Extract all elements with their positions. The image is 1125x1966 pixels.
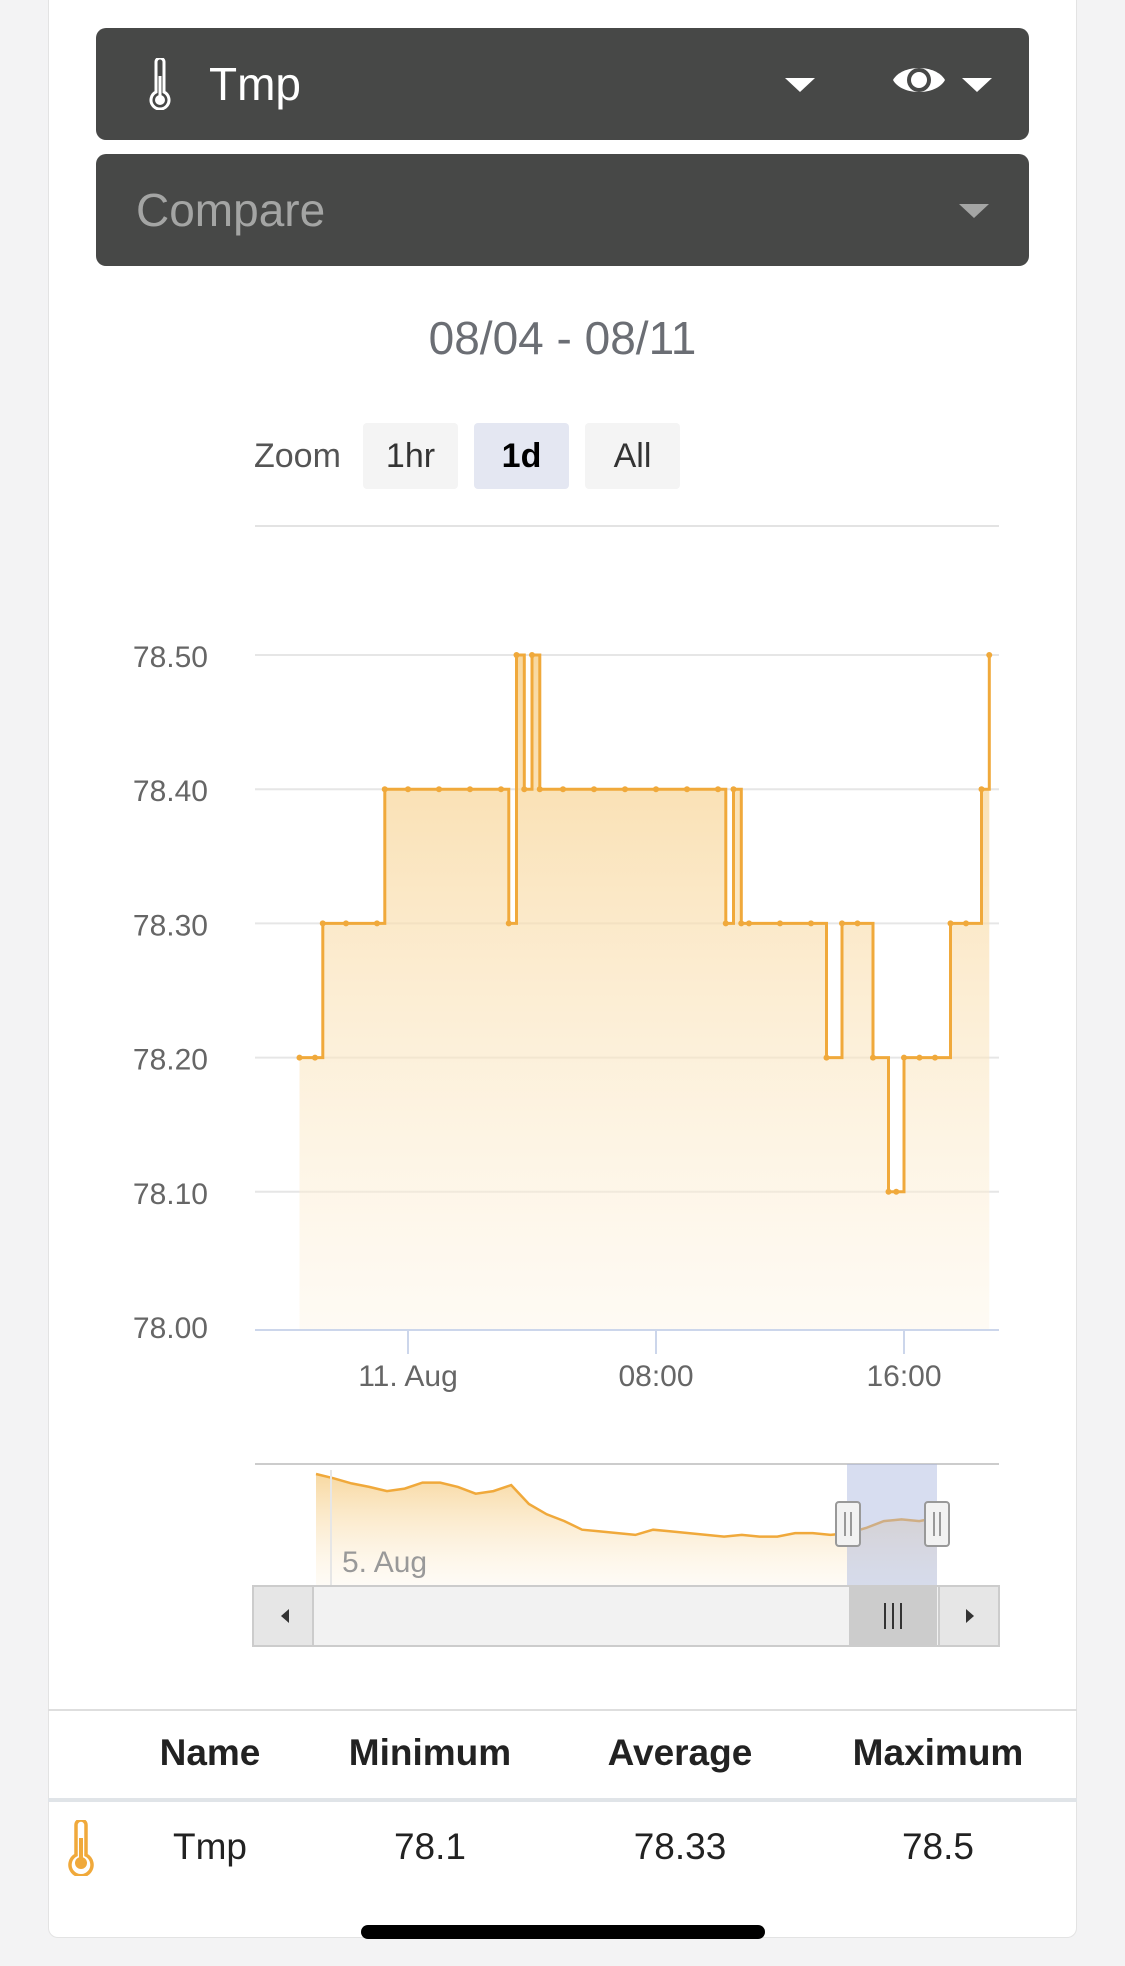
- series-area: [299, 655, 990, 1330]
- data-point: [436, 786, 442, 793]
- compare-placeholder: Compare: [136, 184, 326, 236]
- data-point: [467, 786, 473, 793]
- arrow-left-icon: [281, 1609, 289, 1623]
- row-average: 78.33: [633, 1826, 727, 1867]
- data-point: [730, 786, 737, 793]
- y-tick-label: 78.40: [133, 775, 208, 808]
- y-tick-label: 78.30: [133, 909, 208, 942]
- table-header-divider: [48, 1798, 1077, 1802]
- arrow-right-icon: [966, 1609, 974, 1623]
- x-tick-label: 08:00: [618, 1360, 693, 1393]
- data-point: [405, 786, 411, 793]
- data-point: [498, 786, 504, 793]
- data-point: [513, 652, 520, 658]
- data-point: [746, 920, 752, 927]
- data-point: [839, 920, 845, 927]
- sensor-dropdown-label: Tmp: [209, 58, 301, 110]
- data-point: [963, 920, 969, 927]
- row-maximum: 78.5: [901, 1826, 974, 1867]
- data-point: [947, 920, 954, 927]
- zoom-1d-button[interactable]: 1d: [474, 423, 569, 489]
- column-header-minimum: Minimum: [348, 1732, 512, 1773]
- data-point: [715, 786, 721, 793]
- data-point: [986, 652, 993, 658]
- eye-menu-chevron-icon[interactable]: [962, 78, 992, 92]
- data-point: [296, 1054, 303, 1061]
- column-header-average: Average: [607, 1732, 753, 1773]
- data-point: [854, 920, 861, 927]
- row-name: Tmp: [173, 1826, 247, 1867]
- navigator-date-label: 5. Aug: [342, 1546, 427, 1579]
- compare-dropdown[interactable]: Compare: [96, 154, 1029, 266]
- y-tick-label: 78.20: [133, 1044, 208, 1077]
- navigator-area: [316, 1474, 937, 1586]
- column-header-maximum: Maximum: [852, 1732, 1024, 1773]
- data-point: [808, 920, 814, 927]
- data-point: [560, 786, 566, 793]
- sensor-dropdown[interactable]: Tmp: [96, 28, 1029, 140]
- chevron-down-icon: [785, 78, 815, 92]
- data-point: [374, 920, 380, 927]
- navigator-line: [315, 1472, 938, 1538]
- table-top-divider: [48, 1709, 1077, 1711]
- y-tick-label: 78.10: [133, 1178, 208, 1211]
- date-range-title: 08/04 - 08/11: [428, 312, 697, 364]
- data-point: [505, 920, 512, 927]
- column-header-name: Name: [159, 1732, 261, 1773]
- data-point: [684, 786, 690, 793]
- home-indicator: [361, 1925, 765, 1939]
- thermometer-icon: [149, 58, 171, 110]
- data-point: [885, 1188, 892, 1195]
- thermometer-icon: [68, 1820, 94, 1876]
- chevron-down-icon: [959, 204, 989, 218]
- data-point: [870, 1054, 876, 1061]
- data-point: [777, 920, 783, 927]
- x-tick-label: 11. Aug: [358, 1360, 458, 1393]
- series-line: [299, 653, 991, 1194]
- data-point: [932, 1054, 938, 1061]
- data-point: [823, 1054, 830, 1061]
- temperature-chart[interactable]: 78.50 78.40 78.30 78.20 78.10 78.00 11. Aug 08…: [0, 0, 1125, 1700]
- data-point: [722, 920, 729, 927]
- data-point: [536, 786, 543, 793]
- data-point: [622, 786, 628, 793]
- zoom-label: Zoom: [254, 437, 341, 475]
- data-point: [312, 1054, 318, 1061]
- navigator-right-handle[interactable]: [924, 1501, 950, 1547]
- y-tick-label: 78.00: [133, 1312, 208, 1345]
- data-point: [521, 786, 528, 793]
- row-minimum: 78.1: [393, 1826, 466, 1867]
- y-tick-label: 78.50: [133, 641, 208, 674]
- zoom-1hr-button[interactable]: 1hr: [363, 423, 458, 489]
- eye-icon[interactable]: [890, 58, 948, 102]
- zoom-all-button[interactable]: All: [585, 423, 680, 489]
- data-point: [738, 920, 745, 927]
- data-point: [916, 1054, 923, 1061]
- navigator-mask[interactable]: [847, 1464, 937, 1586]
- data-point: [343, 920, 349, 927]
- data-point: [529, 652, 535, 658]
- data-point: [653, 786, 659, 793]
- data-point: [381, 786, 388, 793]
- data-point: [901, 1054, 907, 1061]
- scrollbar[interactable]: [252, 1585, 1000, 1647]
- data-point: [319, 920, 326, 927]
- data-point: [893, 1188, 900, 1195]
- navigator-left-handle[interactable]: [835, 1501, 861, 1547]
- x-tick-label: 16:00: [866, 1360, 941, 1393]
- data-point: [591, 786, 597, 793]
- data-point: [978, 786, 985, 793]
